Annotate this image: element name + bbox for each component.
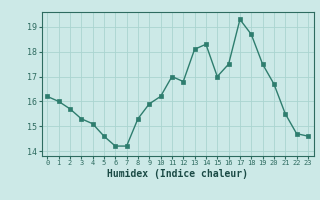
X-axis label: Humidex (Indice chaleur): Humidex (Indice chaleur) xyxy=(107,169,248,179)
